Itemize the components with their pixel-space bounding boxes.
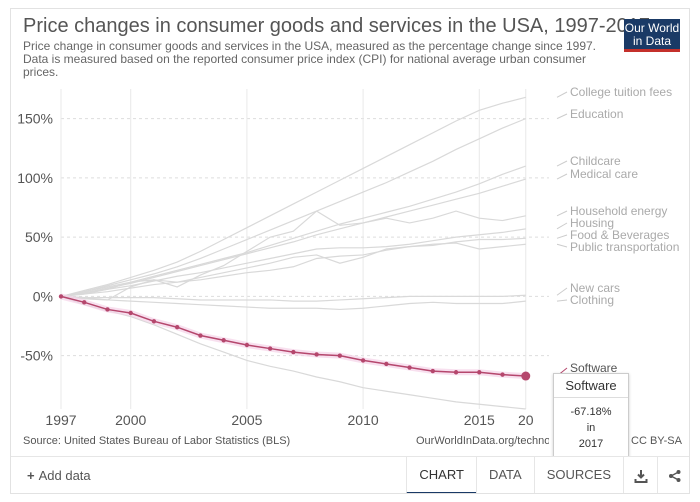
data-point [267, 346, 273, 351]
series-label: Food & Beverages [570, 228, 669, 242]
data-point [360, 358, 366, 363]
download-button[interactable] [623, 457, 657, 493]
label-connector [556, 287, 568, 296]
tooltip-in: in [586, 422, 596, 434]
label-connector [556, 299, 568, 302]
series-label: Childcare [570, 154, 621, 168]
logo-line-2: in Data [632, 34, 672, 48]
series-label: College tuition fees [570, 85, 672, 99]
data-point [128, 310, 133, 316]
series-line [60, 96, 526, 297]
data-point [174, 325, 180, 330]
series-line [60, 118, 526, 297]
x-tick-label: 2010 [348, 412, 379, 428]
series-line [60, 295, 526, 311]
series-label: Housing [570, 216, 614, 230]
series-label: Education [570, 107, 623, 121]
y-tick-label: 100% [17, 170, 53, 186]
series-label: Household energy [570, 204, 667, 218]
series-line [60, 228, 526, 298]
x-tick-label: 2015 [464, 412, 495, 428]
logo-line-1: Our World [624, 21, 680, 35]
label-connector [556, 160, 568, 167]
data-point [477, 370, 482, 375]
label-connector [556, 234, 568, 239]
series-line [60, 242, 526, 298]
chart-frame: Price changes in consumer goods and serv… [10, 8, 690, 494]
data-point [453, 370, 459, 375]
data-point [337, 353, 343, 358]
series-line [60, 295, 526, 410]
add-data-label: Add data [38, 468, 91, 483]
label-connector [556, 210, 568, 217]
label-connector [556, 113, 568, 120]
tab-chart[interactable]: CHART [406, 457, 476, 493]
data-point [384, 361, 389, 367]
y-tick-label: 0% [33, 288, 53, 304]
chart-title: Price changes in consumer goods and serv… [23, 15, 651, 37]
series-line [60, 165, 526, 297]
x-tick-label: 20 [518, 412, 534, 428]
chart-tabs: CHART DATA SOURCES [406, 457, 689, 493]
share-icon [668, 469, 680, 482]
label-connector [556, 243, 568, 248]
x-tick-label: 2000 [115, 412, 146, 428]
data-point [105, 307, 110, 312]
series-label: Medical care [570, 167, 638, 181]
label-connector [556, 91, 568, 98]
tooltip-series-name: Software [554, 374, 628, 398]
data-point [82, 300, 87, 305]
data-point [430, 368, 436, 374]
source-link[interactable]: OurWorldInData.org/technology-progress [416, 435, 549, 447]
data-point [291, 349, 296, 355]
plus-icon: + [27, 468, 35, 483]
data-point [314, 352, 319, 357]
tab-data[interactable]: DATA [475, 457, 534, 493]
add-data-button[interactable]: + Add data [27, 468, 91, 483]
data-point [221, 338, 226, 343]
y-tick-label: 50% [25, 229, 53, 245]
chart-footer: + Add data CHART DATA SOURCES [11, 456, 689, 493]
tab-sources[interactable]: SOURCES [533, 457, 623, 493]
hover-point [521, 371, 531, 381]
data-point [244, 342, 250, 348]
data-point [198, 333, 203, 338]
data-point [500, 372, 505, 377]
chart-subtitle: Price change in consumer goods and servi… [23, 39, 597, 79]
data-point [58, 294, 64, 299]
data-tooltip: Software -67.18% in 2017 [553, 373, 629, 459]
y-tick-label: 150% [17, 111, 53, 127]
label-connector [556, 222, 568, 230]
label-connector [556, 173, 568, 180]
tooltip-value: -67.18% [570, 406, 612, 418]
tooltip-year: 2017 [578, 438, 604, 450]
series-line [60, 294, 526, 302]
license-link[interactable]: CC BY-SA [631, 435, 682, 447]
x-tick-label: 1997 [45, 412, 76, 428]
data-point [151, 319, 157, 324]
series-label: New cars [570, 281, 620, 295]
line-chart[interactable]: 150% 100% 50% 0% -50% 1997 2000 2005 2010 2015 20 C… [11, 9, 690, 449]
share-button[interactable] [657, 457, 689, 493]
source-text: Source: United States Bureau of Labor St… [23, 435, 291, 447]
owid-logo[interactable]: Our World in Data [624, 19, 680, 52]
series-label: Software [570, 361, 618, 375]
y-tick-label: -50% [20, 348, 53, 364]
series-label: Clothing [570, 293, 614, 307]
series-label: Public transportation [570, 240, 679, 254]
x-tick-label: 2005 [231, 412, 262, 428]
download-icon [634, 469, 647, 483]
data-point [407, 365, 412, 370]
